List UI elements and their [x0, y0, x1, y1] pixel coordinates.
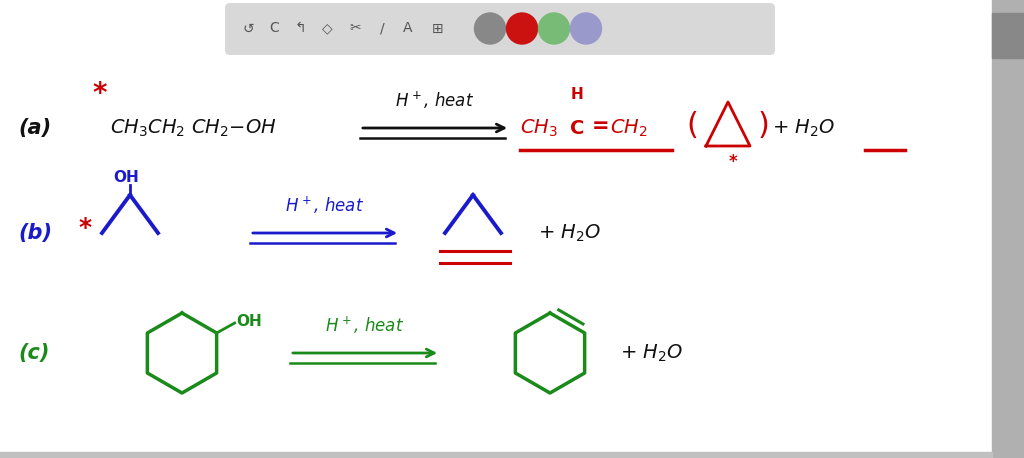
Text: $CH_3CH_2\ CH_2{-}OH$: $CH_3CH_2\ CH_2{-}OH$ [110, 117, 276, 139]
Bar [992, 13, 1024, 58]
Text: $+\ H_2O$: $+\ H_2O$ [772, 117, 836, 139]
Bar [0, 452, 992, 458]
Text: C: C [569, 119, 584, 137]
Text: (a): (a) [18, 118, 51, 138]
Text: OH: OH [237, 313, 262, 328]
Text: ↰: ↰ [294, 22, 306, 36]
Text: ⊞: ⊞ [432, 22, 443, 36]
FancyBboxPatch shape [225, 3, 775, 55]
Text: A: A [403, 22, 413, 36]
Text: OH: OH [113, 170, 139, 185]
Text: $CH_3$: $CH_3$ [520, 117, 558, 139]
Text: C: C [269, 22, 279, 36]
Circle shape [570, 13, 601, 44]
Circle shape [539, 13, 569, 44]
Text: *: * [729, 153, 737, 171]
Text: ↺: ↺ [243, 22, 254, 36]
Text: /: / [380, 22, 384, 36]
Text: $+\ H_2O$: $+\ H_2O$ [538, 222, 601, 244]
Text: $H^+$, heat: $H^+$, heat [395, 90, 474, 111]
Text: $+\ H_2O$: $+\ H_2O$ [620, 342, 683, 364]
Text: *: * [93, 80, 108, 108]
Text: ◇: ◇ [322, 22, 333, 36]
Text: $H^+$, heat: $H^+$, heat [286, 195, 365, 216]
Text: $CH_2$: $CH_2$ [610, 117, 647, 139]
Text: $H^+$, heat: $H^+$, heat [326, 315, 404, 336]
Circle shape [507, 13, 538, 44]
Text: =: = [592, 116, 609, 136]
Text: (: ( [686, 111, 698, 141]
Text: ): ) [758, 111, 770, 141]
Text: (b): (b) [18, 223, 52, 243]
Bar [992, 0, 1024, 458]
Text: (c): (c) [18, 343, 49, 363]
Circle shape [474, 13, 506, 44]
Text: H: H [570, 87, 584, 102]
Text: *: * [79, 216, 91, 240]
Text: ✂: ✂ [349, 22, 360, 36]
